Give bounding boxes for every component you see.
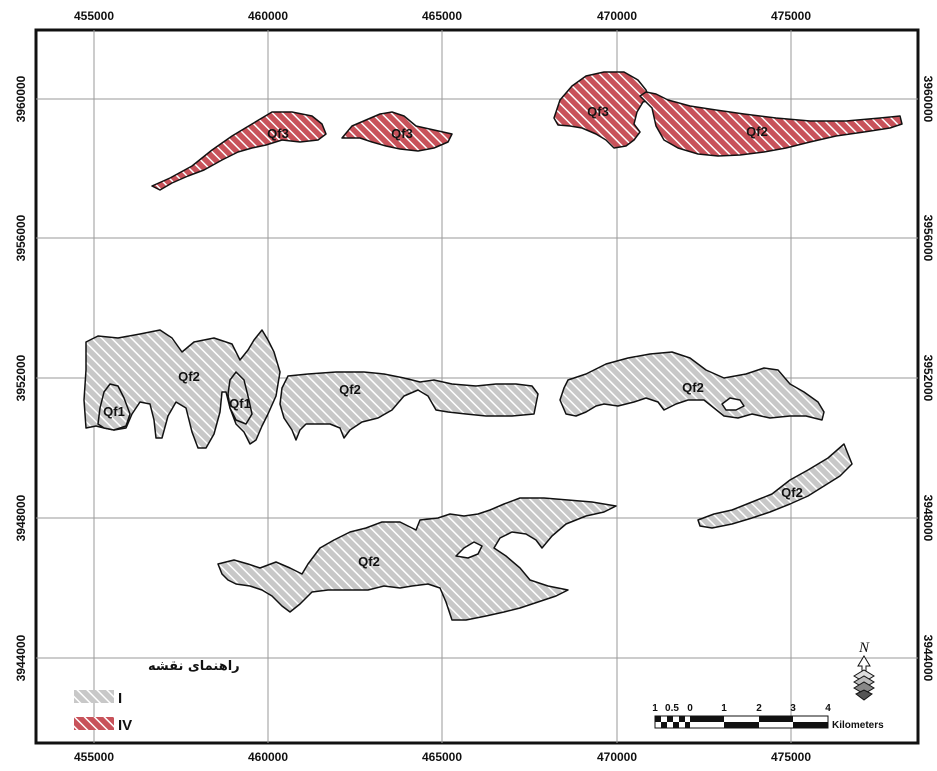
y-tick-label: 3956000 [921,215,935,262]
scale-tick-label: 1 [652,703,658,714]
scale-tick-label: 2 [756,703,762,714]
unit-label-qf3-west: Qf3 [267,126,289,141]
x-tick-labels-top: 455000 460000 465000 470000 475000 [74,9,811,23]
x-tick-labels-bottom: 455000 460000 465000 470000 475000 [74,750,811,764]
legend-swatch-iv [74,717,114,730]
x-tick-label: 470000 [597,9,637,23]
unit-label-qf2-east: Qf2 [682,380,704,395]
scale-unit-label: Kilometers [832,720,884,731]
x-tick-label: 475000 [771,750,811,764]
x-tick-label: 465000 [422,750,462,764]
scale-tick-label: 0 [687,703,693,714]
y-tick-label: 3956000 [14,214,28,261]
x-tick-label: 465000 [422,9,462,23]
map-legend: راهنمای نقشه I IV [74,659,240,734]
unit-polygon-qf3-middle [341,111,453,152]
svg-text:N: N [858,640,870,656]
legend-swatch-i [74,690,114,703]
y-tick-label: 3960000 [921,76,935,123]
y-tick-label: 3948000 [14,494,28,541]
unit-labels: Qf3 Qf3 Qf3 Qf2 Qf2 Qf1 Qf1 Qf2 Qf2 Qf2 … [103,104,803,569]
unit-label-qf1-east: Qf1 [229,396,251,411]
scale-tick-label: 4 [825,703,831,714]
north-arrow-icon: N [853,640,875,701]
scale-bar: 1 0.5 0 1 2 3 4 Kilometers [652,703,884,731]
unit-polygon-qf3-east [553,71,651,149]
unit-label-qf2-central: Qf2 [339,382,361,397]
x-tick-label: 460000 [248,750,288,764]
x-tick-label: 460000 [248,9,288,23]
y-tick-label: 3944000 [14,634,28,681]
y-tick-label: 3944000 [921,635,935,682]
unit-polygon-qf2-north [639,91,903,157]
legend-label-i: I [118,690,122,707]
x-tick-label: 455000 [74,750,114,764]
unit-label-qf2-north: Qf2 [746,124,768,139]
scale-tick-label: 0.5 [665,703,679,714]
unit-polygon-qf2-central [279,371,539,441]
x-tick-label: 475000 [771,9,811,23]
unit-polygon-qf1-west [97,383,131,431]
y-tick-label: 3952000 [14,354,28,401]
unit-label-qf2-northwest: Qf2 [178,369,200,384]
x-tick-label: 455000 [74,9,114,23]
scale-tick-label: 1 [721,703,727,714]
unit-polygon-qf3-west [151,111,327,191]
scale-tick-label: 3 [790,703,796,714]
legend-label-iv: IV [118,717,132,734]
class-i-units [83,329,853,621]
unit-label-qf2-south: Qf2 [358,554,380,569]
unit-hole-south [455,541,483,559]
y-tick-labels-left: 3960000 3956000 3952000 3948000 3944000 [14,75,28,681]
unit-polygon-qf2-east [559,351,825,421]
legend-title: راهنمای نقشه [148,659,240,674]
y-tick-label: 3948000 [921,495,935,542]
unit-polygon-qf2-southeast [697,443,853,529]
unit-label-qf1-west: Qf1 [103,404,125,419]
unit-label-qf3-middle: Qf3 [391,126,413,141]
unit-label-qf2-southeast: Qf2 [781,485,803,500]
unit-polygon-qf1-east [227,371,253,425]
y-tick-labels-right: 3960000 3956000 3952000 3948000 3944000 [921,76,935,682]
y-tick-label: 3960000 [14,75,28,122]
unit-polygon-qf2-south [217,497,617,621]
y-tick-label: 3952000 [921,355,935,402]
x-tick-label: 470000 [597,750,637,764]
unit-label-qf3-east: Qf3 [587,104,609,119]
unit-hole-east [721,397,745,411]
class-iv-units [151,71,903,191]
